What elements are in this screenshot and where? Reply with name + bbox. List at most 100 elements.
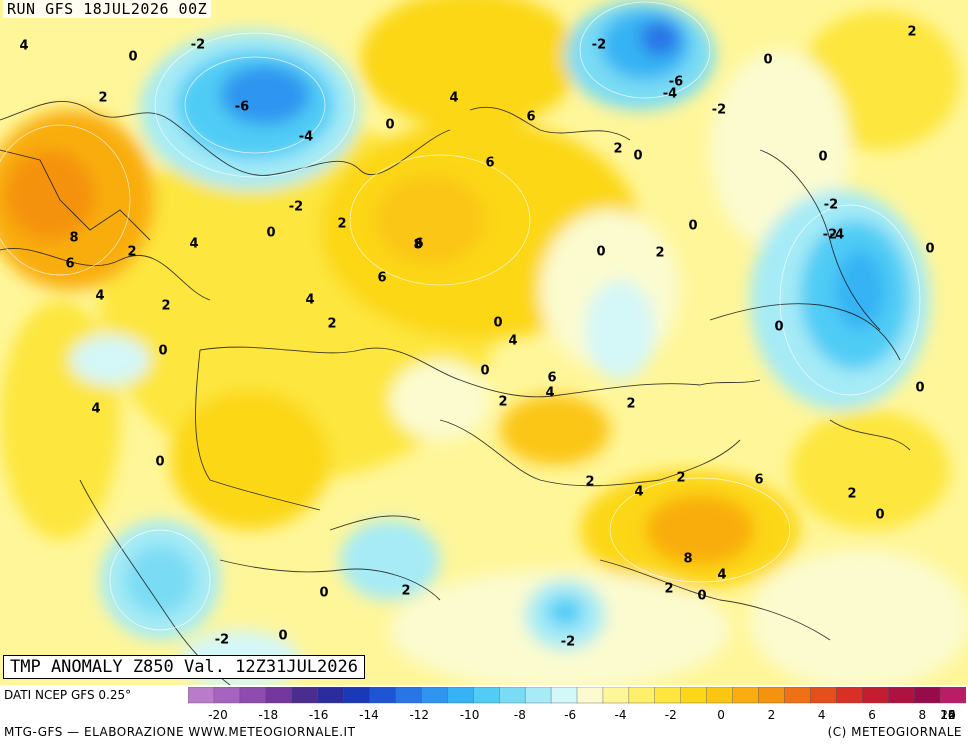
- contour-label: 2: [337, 217, 346, 232]
- contour-label: 2: [127, 245, 136, 260]
- contour-label: 6: [414, 237, 423, 252]
- contour-label: 4: [717, 568, 726, 583]
- contour-label: 0: [915, 381, 924, 396]
- contour-label: 2: [401, 584, 410, 599]
- run-title: RUN GFS 18JUL2026 00Z: [3, 0, 212, 18]
- contour-label: 8: [69, 231, 78, 246]
- legend-swatch: [758, 687, 786, 704]
- legend-swatch: [706, 687, 734, 704]
- contour-label: 6: [377, 271, 386, 286]
- credit-right: (C) METEOGIORNALE: [827, 725, 962, 739]
- contour-label: 4: [189, 237, 198, 252]
- contour-label: -4: [299, 130, 313, 145]
- contour-label: 0: [875, 508, 884, 523]
- legend-swatch: [784, 687, 812, 704]
- legend-tick-label: -18: [259, 708, 279, 722]
- variable-title: TMP ANOMALY Z850 Val. 12Z31JUL2026: [3, 655, 365, 679]
- contour-label: 4: [95, 289, 104, 304]
- contour-label: 0: [493, 316, 502, 331]
- legend-swatch: [524, 687, 552, 704]
- legend-swatch: [836, 687, 863, 704]
- legend-swatch: [421, 687, 449, 704]
- contour-label: -4: [663, 87, 677, 102]
- legend-swatch: [888, 687, 915, 704]
- contour-label: -2: [823, 228, 837, 243]
- legend-swatch: [628, 687, 656, 704]
- contour-label: 6: [547, 371, 556, 386]
- contour-label: 0: [596, 245, 605, 260]
- legend-swatch: [732, 687, 760, 704]
- credit-left: MTG-GFS — ELABORAZIONE WWW.METEOGIORNALE…: [4, 725, 356, 739]
- legend-tick-label: -4: [615, 708, 627, 722]
- legend-swatch: [317, 687, 345, 704]
- contour-label: 6: [754, 473, 763, 488]
- data-source-label: DATI NCEP GFS 0.25°: [4, 688, 132, 702]
- contour-label: 2: [585, 475, 594, 490]
- contour-label: 2: [664, 582, 673, 597]
- legend-tick-label: -20: [208, 708, 228, 722]
- legend-tick-label: 10: [940, 708, 955, 722]
- legend-swatch: [291, 687, 319, 704]
- legend-tick-label: -16: [309, 708, 329, 722]
- legend-swatch: [913, 687, 941, 704]
- contour-label: 6: [526, 110, 535, 125]
- contour-label: 2: [847, 487, 856, 502]
- contour-label: 0: [155, 455, 164, 470]
- contour-label: 0: [278, 629, 287, 644]
- legend-tick-label: 0: [717, 708, 725, 722]
- legend-swatch: [862, 687, 889, 704]
- contour-label: 8: [683, 552, 692, 567]
- legend-swatch: [473, 687, 500, 704]
- contour-label: -4: [830, 228, 844, 243]
- contour-label: 0: [319, 586, 328, 601]
- contour-label: 0: [688, 219, 697, 234]
- contour-label: 0: [633, 149, 642, 164]
- legend-swatch: [213, 687, 241, 704]
- legend-swatch: [369, 687, 397, 704]
- legend-swatch: [680, 687, 708, 704]
- contour-label: 0: [266, 226, 275, 241]
- legend-tick-label: 6: [868, 708, 876, 722]
- contour-label: -6: [669, 75, 683, 90]
- contour-label: 0: [158, 344, 167, 359]
- legend-swatch: [654, 687, 682, 704]
- contour-label: -2: [824, 198, 838, 213]
- legend-tick-label: 4: [818, 708, 826, 722]
- contour-label: 0: [818, 150, 827, 165]
- contour-label: 0: [925, 242, 934, 257]
- contour-label: 2: [498, 395, 507, 410]
- legend-tick-label: 16: [940, 708, 955, 722]
- legend-tick-label: 12: [940, 708, 955, 722]
- legend-swatch: [239, 687, 267, 704]
- legend-tick-label: -10: [460, 708, 480, 722]
- contour-label: 4: [634, 485, 643, 500]
- contour-label: -2: [592, 38, 606, 53]
- contour-label: -2: [191, 38, 205, 53]
- contour-label: 2: [98, 91, 107, 106]
- legend-tick-label: -14: [359, 708, 379, 722]
- legend-swatch: [939, 687, 966, 704]
- contour-label: -6: [235, 100, 249, 115]
- contour-label: 2: [676, 471, 685, 486]
- legend-swatch: [343, 687, 371, 704]
- contour-label: 2: [613, 142, 622, 157]
- contour-label: 2: [161, 299, 170, 314]
- contour-label: 4: [19, 39, 28, 54]
- contour-label: 6: [65, 257, 74, 272]
- contour-label: 0: [385, 118, 394, 133]
- legend-tick-label: -8: [514, 708, 526, 722]
- contour-label: 4: [545, 386, 554, 401]
- contour-label: 8: [413, 238, 422, 253]
- legend-swatch: [576, 687, 604, 704]
- contour-label: 4: [449, 91, 458, 106]
- legend-swatch: [810, 687, 838, 704]
- legend-tick-label: -2: [665, 708, 677, 722]
- contour-label: 2: [655, 246, 664, 261]
- contour-label: -2: [289, 200, 303, 215]
- contour-label: -2: [215, 633, 229, 648]
- contour-label: -2: [561, 635, 575, 650]
- legend-tick-label: -12: [409, 708, 429, 722]
- legend-swatch: [265, 687, 293, 704]
- color-scale-legend: -20 -18 -16 -14 -12 -10 -8 -6 -4 -2 0 2 4 6 8 101214162…: [188, 687, 966, 722]
- contour-label: 4: [305, 293, 314, 308]
